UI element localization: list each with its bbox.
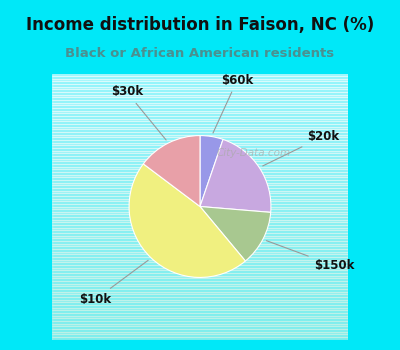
Text: Income distribution in Faison, NC (%): Income distribution in Faison, NC (%): [26, 16, 374, 34]
Wedge shape: [200, 139, 271, 212]
Text: $150k: $150k: [266, 241, 354, 272]
Wedge shape: [200, 206, 271, 261]
Wedge shape: [129, 164, 245, 278]
Text: City-Data.com: City-Data.com: [216, 148, 290, 158]
Text: $10k: $10k: [80, 260, 148, 306]
Text: $30k: $30k: [111, 85, 166, 140]
Text: $60k: $60k: [213, 74, 253, 133]
Wedge shape: [143, 135, 200, 206]
Text: Black or African American residents: Black or African American residents: [66, 47, 334, 60]
Wedge shape: [200, 135, 223, 206]
Text: $20k: $20k: [263, 130, 339, 166]
